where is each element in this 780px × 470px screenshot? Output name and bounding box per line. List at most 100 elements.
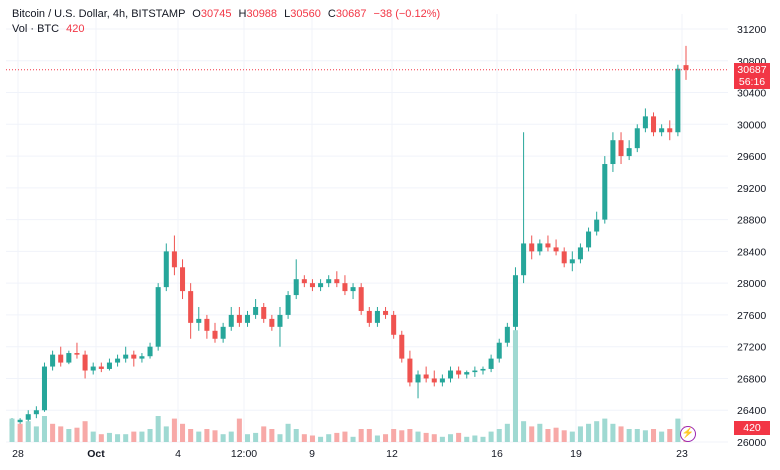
y-tick-label: 27200: [737, 342, 766, 354]
volume-bar: [318, 436, 324, 442]
volume-bar: [17, 423, 23, 442]
candle-body: [464, 372, 470, 375]
volume-title[interactable]: Vol · BTC: [12, 23, 60, 35]
candle-body: [415, 374, 421, 383]
symbol-legend: Bitcoin / U.S. Dollar, 4h, BITSTAMP O307…: [12, 8, 440, 20]
volume-bar: [561, 430, 567, 442]
volume-bar: [667, 429, 673, 442]
candle-body: [642, 116, 648, 129]
volume-bar: [577, 426, 583, 442]
candle-body: [634, 128, 640, 149]
volume-bar: [301, 434, 307, 442]
volume-bar: [285, 423, 291, 442]
symbol-title[interactable]: Bitcoin / U.S. Dollar, 4h, BITSTAMP: [12, 8, 186, 20]
volume-bar: [155, 416, 161, 442]
volume-bar: [545, 429, 551, 442]
y-tick-label: 29600: [737, 151, 766, 163]
candle-body: [350, 287, 356, 292]
volume-bar: [25, 421, 31, 442]
volume-bar: [253, 432, 259, 442]
volume-bar: [415, 431, 421, 442]
candle-body: [25, 414, 31, 420]
volume-bar: [659, 431, 665, 442]
candle-body: [594, 219, 600, 232]
volume-legend: Vol · BTC 420: [12, 23, 85, 35]
volume-bar: [106, 432, 112, 442]
volume-bar: [610, 423, 616, 442]
last-price-tag: 30687 56:16: [734, 62, 770, 89]
x-tick-label: 9: [309, 448, 315, 460]
volume-bar: [50, 423, 56, 442]
volume-bar: [180, 423, 186, 442]
candle-body: [423, 374, 429, 379]
candle-body: [90, 366, 96, 371]
volume-bar: [504, 423, 510, 442]
volume-value: 420: [66, 23, 85, 35]
candle-body: [171, 251, 177, 268]
candle-body: [309, 283, 315, 288]
candle-body: [261, 306, 267, 319]
candle-body: [220, 326, 226, 339]
candle-body: [488, 358, 494, 369]
candle-body: [545, 243, 551, 248]
x-tick-label: Oct: [87, 448, 105, 460]
volume-bar: [594, 421, 600, 442]
candle-body: [667, 128, 673, 133]
volume-bar: [358, 429, 364, 442]
volume-bar: [33, 426, 39, 442]
candle-body: [277, 314, 283, 327]
volume-bar: [529, 426, 535, 442]
candle-body: [504, 326, 510, 343]
candle-body: [293, 279, 299, 296]
volume-bar: [98, 434, 104, 442]
close-value: 30687: [335, 8, 367, 20]
candle-body: [17, 419, 23, 423]
volume-bar: [196, 431, 202, 442]
candle-body: [383, 310, 389, 315]
candle-body: [610, 140, 616, 165]
candle-body: [196, 318, 202, 323]
candle-body: [147, 346, 153, 357]
volume-bar: [512, 330, 518, 442]
volume-bar: [236, 418, 242, 442]
volume-bar: [447, 434, 454, 442]
volume-bar: [642, 430, 648, 442]
candle-body: [33, 410, 39, 415]
y-tick-label: 26000: [737, 437, 766, 449]
candle-body: [58, 354, 64, 363]
volume-bar: [66, 429, 72, 442]
candle-body: [82, 354, 88, 371]
volume-bar: [439, 436, 445, 442]
y-tick-label: 30000: [737, 119, 766, 131]
candle-body: [374, 310, 380, 323]
volume-bar: [171, 418, 177, 442]
candle-body: [236, 314, 242, 323]
volume-bar: [456, 432, 462, 442]
volume-bar: [569, 431, 575, 442]
candle-body: [212, 330, 218, 339]
volume-bar: [480, 436, 486, 442]
last-price: 30687: [737, 63, 767, 76]
candle-body: [675, 68, 681, 133]
change-value: −38 (−0.12%): [373, 8, 441, 20]
candle-body: [496, 342, 502, 359]
candle-body: [123, 354, 129, 359]
candle-body: [602, 164, 608, 220]
candle-body: [683, 65, 689, 70]
volume-bar: [115, 434, 121, 442]
candle-body: [577, 247, 583, 260]
candle-body: [342, 283, 348, 292]
lightning-icon[interactable]: ⚡: [680, 426, 696, 442]
y-tick-label: 26800: [737, 373, 766, 385]
volume-bar: [488, 431, 494, 442]
candle-body: [651, 116, 657, 133]
candle-body: [318, 283, 324, 288]
open-label: O: [192, 8, 201, 20]
volume-bar: [326, 434, 332, 442]
candle-body: [529, 243, 535, 252]
y-tick-label: 31200: [737, 24, 766, 36]
candle-body: [244, 314, 251, 323]
volume-bar: [651, 429, 657, 442]
